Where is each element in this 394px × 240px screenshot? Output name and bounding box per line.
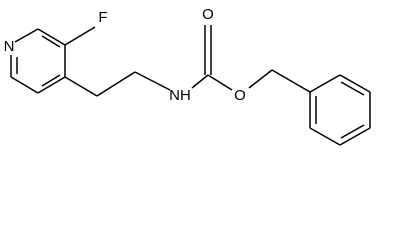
atom-label: NH [169,87,191,104]
bond [339,127,371,146]
bond [96,71,136,97]
bond [64,26,96,46]
bond [134,71,171,91]
bond [309,74,341,93]
atom-label: N [4,38,15,55]
pyridine-ring [10,28,66,94]
bond [339,74,371,93]
bond [37,76,66,94]
bond [248,69,273,89]
bond [37,28,66,46]
bond [340,81,365,96]
bond [191,74,209,89]
atom-label: F [98,9,107,26]
structure: N F NH O O [4,6,371,146]
bond [41,35,61,48]
bond [309,127,341,146]
bond [340,124,365,139]
bond [207,74,233,91]
atom-label: O [234,87,246,104]
bond [10,76,39,94]
bond [64,76,98,97]
atom-label: O [202,6,214,23]
bond [271,69,311,93]
bond [41,74,61,87]
benzene-ring [309,74,371,146]
bond [14,28,39,43]
page: N F NH O O (() => { const data = JSON.pa… [3,5,371,146]
